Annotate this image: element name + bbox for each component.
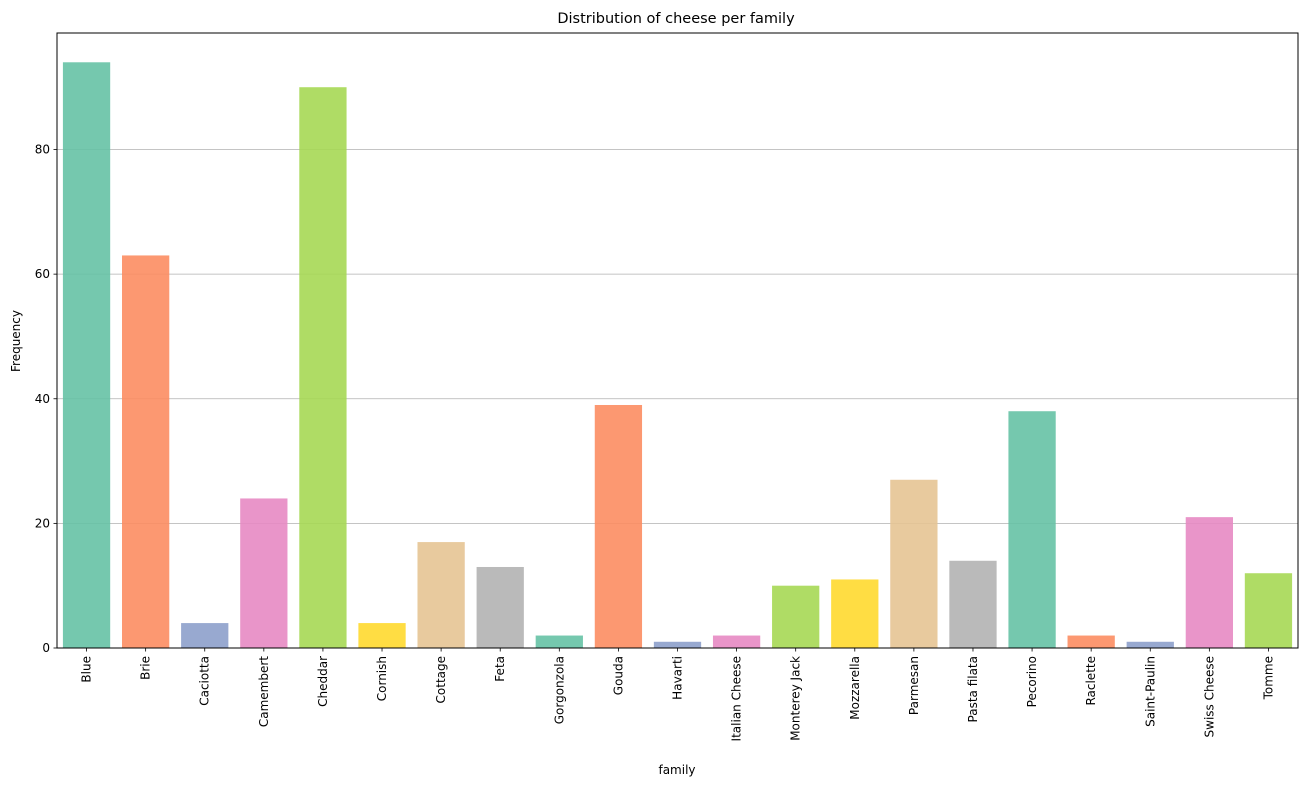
x-tick-label: Italian Cheese: [730, 656, 744, 741]
bar-italian-cheese: [712, 635, 761, 648]
bar-saint-paulin: [1126, 641, 1174, 648]
x-ticks: Blue Brie Caciotta Camembert Cheddar Cornish C…: [80, 648, 1275, 741]
x-tick-label: Tomme: [1261, 656, 1275, 700]
x-tick-label: Mozzarella: [848, 656, 862, 720]
y-ticks: 0 20 40 60 80: [35, 143, 57, 655]
x-tick-label: Pasta filata: [966, 656, 980, 722]
bar-feta: [476, 566, 524, 648]
x-tick-label: Raclette: [1084, 656, 1098, 706]
x-tick-label: Parmesan: [907, 656, 921, 715]
x-tick-label: Gorgonzola: [552, 656, 566, 724]
bar-pecorino: [1008, 411, 1056, 648]
y-tick-label: 20: [35, 516, 50, 530]
x-tick-label: Swiss Cheese: [1202, 656, 1216, 737]
x-tick-label: Caciotta: [198, 656, 212, 706]
bar-brie: [122, 255, 170, 648]
x-tick-label: Gouda: [611, 656, 625, 695]
y-tick-label: 60: [35, 267, 50, 281]
bar-parmesan: [890, 479, 938, 648]
x-axis-label: family: [658, 763, 695, 777]
chart-title: Distribution of cheese per family: [557, 11, 795, 27]
x-tick-label: Pecorino: [1025, 656, 1039, 707]
bar-cheddar: [299, 87, 347, 649]
bar-camembert: [240, 498, 288, 648]
bar-blue: [62, 62, 111, 649]
x-tick-label: Monterey Jack: [789, 656, 803, 741]
bar-havarti: [653, 641, 702, 648]
x-tick-label: Cornish: [375, 656, 389, 701]
bar-cornish: [358, 623, 406, 648]
y-tick-label: 40: [35, 392, 50, 406]
x-tick-label: Camembert: [257, 656, 271, 727]
x-tick-label: Blue: [80, 656, 94, 683]
bar-raclette: [1067, 635, 1115, 648]
bar-swiss-cheese: [1185, 517, 1233, 648]
x-tick-label: Cottage: [434, 656, 448, 703]
y-tick-label: 80: [35, 143, 50, 157]
bar-monterey-jack: [772, 585, 820, 648]
x-tick-label: Saint-Paulin: [1143, 656, 1157, 727]
x-tick-label: Feta: [493, 656, 507, 682]
bar-pasta-filata: [949, 560, 997, 648]
bar-caciotta: [181, 623, 229, 648]
x-tick-label: Brie: [139, 656, 153, 680]
y-gridlines: [57, 149, 1298, 524]
bar-gouda: [594, 404, 643, 648]
bar-gorgonzola: [535, 635, 583, 648]
bar-mozzarella: [831, 579, 879, 648]
y-axis-label: Frequency: [9, 310, 23, 372]
x-tick-label: Havarti: [671, 656, 685, 700]
x-tick-label: Cheddar: [316, 656, 330, 707]
y-tick-label: 0: [42, 641, 50, 655]
bars: [62, 62, 1293, 649]
bar-tomme: [1244, 573, 1293, 648]
bar-cottage: [417, 542, 465, 648]
